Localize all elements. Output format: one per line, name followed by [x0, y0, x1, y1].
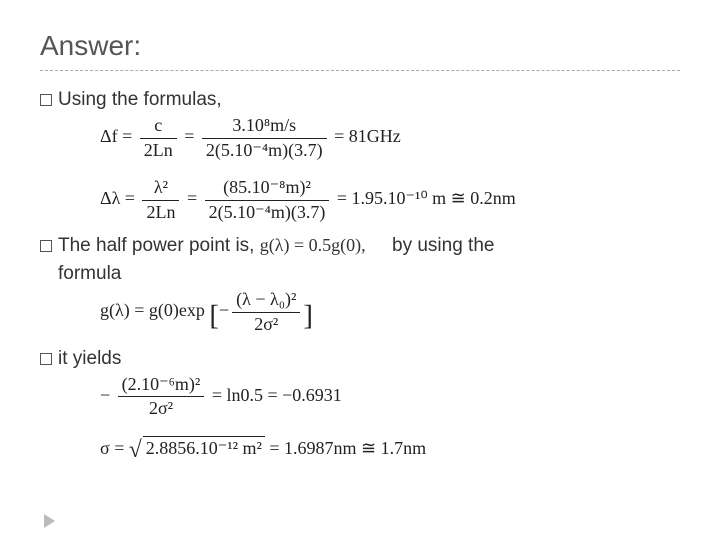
df-f1-den: 2Ln — [140, 139, 177, 162]
dl-frac2: (85.10⁻⁸m)² 2(5.10⁻⁴m)(3.7) — [205, 177, 330, 223]
slide-arrow-icon — [44, 514, 55, 528]
dl-frac1: λ² 2Ln — [142, 177, 179, 223]
bullet-2-inline-eq: g(λ) = 0.5g(0), — [260, 235, 366, 255]
eq-yield-1: − (2.10⁻⁶m)² 2σ² = ln0.5 = −0.6931 — [100, 374, 680, 420]
bullet-3-text: it yields — [58, 348, 121, 370]
page-title: Answer: — [40, 30, 680, 71]
dl-f1-den: 2Ln — [142, 201, 179, 224]
bullet-box-icon — [40, 240, 52, 252]
eq-gaussian: g(λ) = g(0)exp [− (λ − λ₀)² 2σ² ] — [100, 289, 680, 335]
g-num: (λ − λ₀)² — [232, 289, 300, 313]
dl-f2-num: (85.10⁻⁸m)² — [205, 177, 330, 201]
bullet-2-post: by using the — [392, 235, 494, 256]
s-lhs: σ = — [100, 438, 124, 458]
df-rhs: = 81GHz — [334, 126, 401, 146]
bullet-1: Using the formulas, — [40, 89, 680, 111]
dl-lhs: Δλ = — [100, 188, 135, 208]
g-frac: (λ − λ₀)² 2σ² — [232, 289, 300, 335]
y-frac: (2.10⁻⁶m)² 2σ² — [118, 374, 205, 420]
y-rhs: = ln0.5 = −0.6931 — [212, 385, 342, 405]
g-lhs: g(λ) = g(0)exp — [100, 301, 205, 321]
bullet-3: it yields — [40, 348, 680, 370]
y-lhs: − — [100, 385, 110, 405]
bullet-box-icon — [40, 353, 52, 365]
bullet-box-icon — [40, 94, 52, 106]
bullet-2: The half power point is, g(λ) = 0.5g(0),… — [40, 235, 680, 257]
dl-f1-num: λ² — [142, 177, 179, 201]
df-f1-num: c — [140, 115, 177, 139]
eq-delta-f: Δf = c 2Ln = 3.10⁸m/s 2(5.10⁻⁴m)(3.7) = … — [100, 115, 680, 161]
g-den: 2σ² — [232, 313, 300, 336]
s-rhs: = 1.6987nm ≅ 1.7nm — [269, 438, 426, 458]
bullet-2-pre: The half power point is, — [58, 235, 254, 256]
eq-delta-lambda: Δλ = λ² 2Ln = (85.10⁻⁸m)² 2(5.10⁻⁴m)(3.7… — [100, 177, 680, 223]
df-frac2: 3.10⁸m/s 2(5.10⁻⁴m)(3.7) — [202, 115, 327, 161]
eq-sigma: σ = √2.8856.10⁻¹² m² = 1.6987nm ≅ 1.7nm — [100, 436, 680, 464]
dl-eq1: = — [187, 188, 197, 208]
dl-f2-den: 2(5.10⁻⁴m)(3.7) — [205, 201, 330, 224]
y-den: 2σ² — [118, 397, 205, 420]
sqrt-icon: √ — [129, 437, 142, 463]
bullet-2-line2: formula — [58, 263, 121, 285]
df-f2-den: 2(5.10⁻⁴m)(3.7) — [202, 139, 327, 162]
df-frac1: c 2Ln — [140, 115, 177, 161]
dl-rhs: = 1.95.10⁻¹⁰ m ≅ 0.2nm — [337, 188, 516, 208]
df-f2-num: 3.10⁸m/s — [202, 115, 327, 139]
y-num: (2.10⁻⁶m)² — [118, 374, 205, 398]
df-eq1: = — [184, 126, 194, 146]
bullet-2-cont: formula — [58, 263, 680, 285]
s-sqrt: 2.8856.10⁻¹² m² — [143, 436, 265, 458]
bullet-1-text: Using the formulas, — [58, 89, 222, 111]
df-lhs: Δf = — [100, 126, 132, 146]
